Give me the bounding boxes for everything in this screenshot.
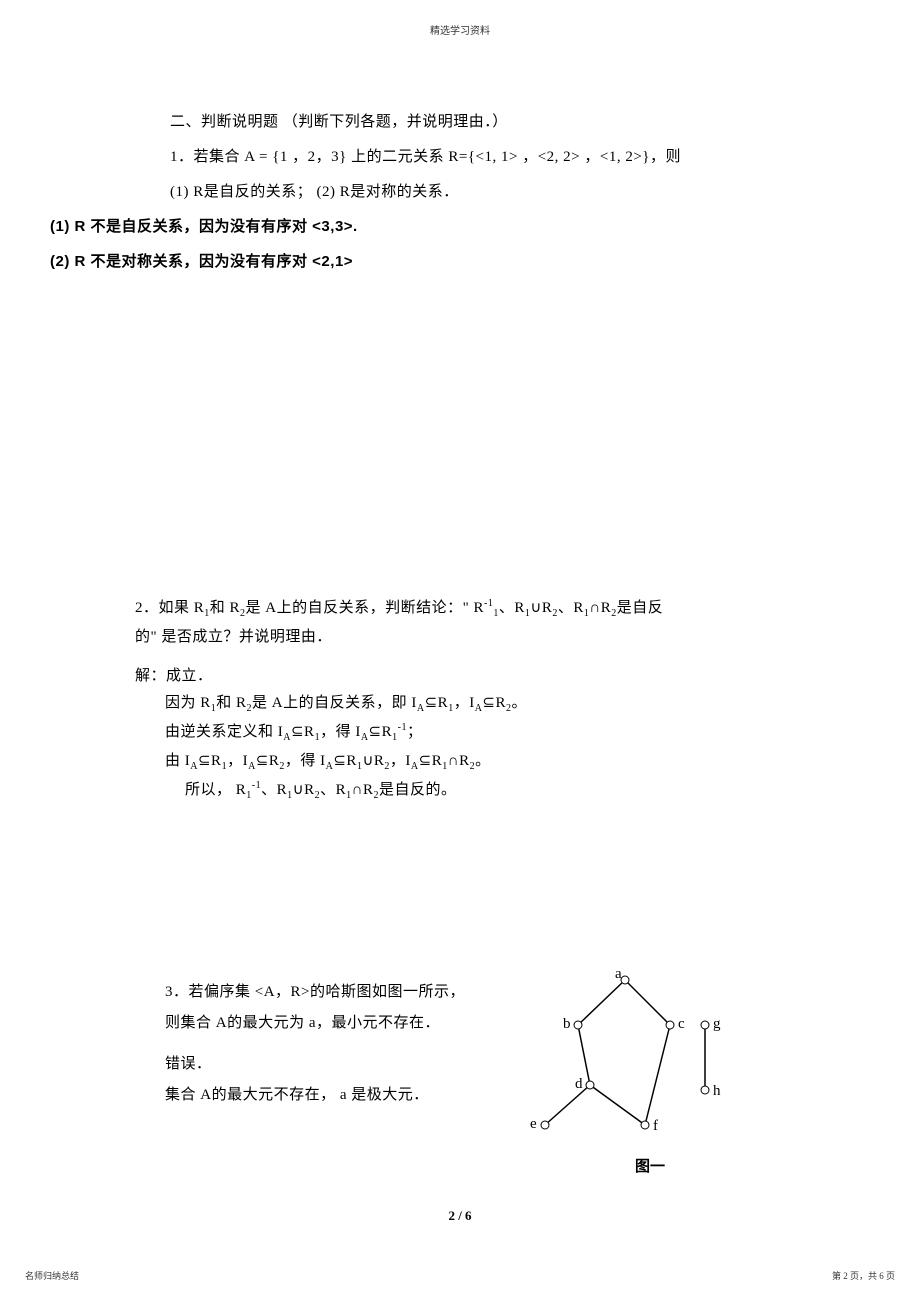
sup: -1 bbox=[252, 780, 261, 791]
q3-line1: 3．若偏序集 <A，R>的哈斯图如图一所示， bbox=[165, 980, 545, 1001]
sub: A bbox=[417, 703, 425, 714]
q2-t: ∪R bbox=[293, 782, 315, 798]
q2-sol-line1: 因为 R1和 R2是 A上的自反关系，即 IA⊆R1，IA⊆R2。 bbox=[165, 691, 870, 714]
q2-t: ，得 I bbox=[285, 753, 326, 769]
page-number: 2 / 6 bbox=[448, 1208, 471, 1224]
sub: A bbox=[190, 761, 198, 772]
q2-t: 、R bbox=[261, 782, 287, 798]
sub: 1 bbox=[246, 790, 252, 801]
q2-t: 和 R bbox=[210, 600, 240, 616]
q1-stem: 1．若集合 A = {1 ，2，3} 上的二元关系 R={<1, 1> ，<2,… bbox=[170, 145, 870, 166]
q2-sol-concl: 所以， R1-1、R1∪R2、R1∩R2是自反的。 bbox=[185, 778, 870, 801]
q2-t: 是 A上的自反关系，判断结论：" R bbox=[246, 600, 484, 616]
svg-text:e: e bbox=[530, 1116, 537, 1132]
sub: 1 bbox=[392, 732, 398, 743]
q2-t: 。 bbox=[475, 753, 491, 769]
q2-t: 是 A上的自反关系，即 I bbox=[252, 695, 417, 711]
q2-sol-line3: 由 IA⊆R1，IA⊆R2，得 IA⊆R1∪R2，IA⊆R1∩R2。 bbox=[165, 749, 870, 772]
footer-right: 第 2 页，共 6 页 bbox=[832, 1269, 895, 1282]
sub: A bbox=[248, 761, 256, 772]
svg-text:f: f bbox=[653, 1118, 658, 1134]
main-content: 二、判断说明题 （判断下列各题，并说明理由．） 1．若集合 A = {1 ，2，… bbox=[50, 110, 870, 807]
q2-t: ⊆R bbox=[333, 753, 357, 769]
q2-t: ⊆R bbox=[425, 695, 449, 711]
q2-t: 。 bbox=[512, 695, 528, 711]
sub: A bbox=[283, 732, 291, 743]
q2-t: 、R bbox=[499, 600, 525, 616]
q1-ans1-label: (1) R bbox=[50, 218, 91, 235]
q2-t: ⊆R bbox=[198, 753, 222, 769]
header-top-text: 精选学习资料 bbox=[430, 22, 490, 37]
hasse-diagram: a b c d e f g h bbox=[530, 970, 740, 1170]
q2-t: 所以， R bbox=[185, 782, 246, 798]
q2-t: 和 R bbox=[216, 695, 246, 711]
svg-text:c: c bbox=[678, 1016, 685, 1032]
q2-t: ∩R bbox=[352, 782, 374, 798]
q2-t: ，I bbox=[454, 695, 475, 711]
q2-t: ； bbox=[407, 724, 423, 740]
q2-t: ⊆R bbox=[369, 724, 393, 740]
svg-text:d: d bbox=[575, 1076, 583, 1092]
sub: A bbox=[361, 732, 369, 743]
q2-sol-line2: 由逆关系定义和 IA⊆R1，得 IA⊆R1-1； bbox=[165, 720, 870, 743]
q1-parts: (1) R是自反的关系； (2) R是对称的关系． bbox=[170, 180, 870, 201]
q2-t: 、R bbox=[320, 782, 346, 798]
q3-ans2: 集合 A的最大元不存在， a 是极大元． bbox=[165, 1083, 545, 1104]
q2-stem-line2: 的" 是否成立？并说明理由． bbox=[135, 625, 870, 646]
q3-line2: 则集合 A的最大元为 a，最小元不存在． bbox=[165, 1011, 545, 1032]
svg-text:b: b bbox=[563, 1016, 571, 1032]
q2-t: 是自反 bbox=[617, 600, 664, 616]
q2-t: 2．如果 R bbox=[135, 600, 204, 616]
q2-t: 由逆关系定义和 I bbox=[165, 724, 283, 740]
q2-t: ⊆R bbox=[419, 753, 443, 769]
diagram-label: 图一 bbox=[635, 1155, 665, 1176]
q2-block: 2．如果 R1和 R2是 A上的自反关系，判断结论：" R-11、R1∪R2、R… bbox=[50, 596, 870, 801]
sup: -1 bbox=[398, 722, 407, 733]
footer-left: 名师归纳总结 bbox=[25, 1269, 79, 1282]
svg-text:g: g bbox=[713, 1016, 721, 1032]
sub: A bbox=[411, 761, 419, 772]
q2-t: ∪R bbox=[530, 600, 552, 616]
q2-t: ，I bbox=[390, 753, 411, 769]
q2-t: ⊆R bbox=[482, 695, 506, 711]
q1-ans2-label: (2) R bbox=[50, 253, 91, 270]
q2-t: 是自反的。 bbox=[379, 782, 457, 798]
q2-t: ∪R bbox=[362, 753, 384, 769]
q2-t: ∩R bbox=[448, 753, 470, 769]
q2-t: 、R bbox=[558, 600, 584, 616]
q2-t: 因为 R bbox=[165, 695, 211, 711]
q2-t: ⊆R bbox=[291, 724, 315, 740]
q2-t: ⊆R bbox=[256, 753, 280, 769]
q2-t: ，得 I bbox=[320, 724, 361, 740]
section-title: 二、判断说明题 （判断下列各题，并说明理由．） bbox=[170, 110, 870, 131]
svg-text:a: a bbox=[615, 970, 622, 982]
q2-sol-label: 解：成立． bbox=[135, 664, 870, 685]
q1-ans2-text: 不是对称关系，因为没有有序对 <2,1> bbox=[91, 253, 354, 270]
q1-answer-1: (1) R 不是自反关系，因为没有有序对 <3,3>. bbox=[50, 215, 870, 236]
svg-text:h: h bbox=[713, 1083, 721, 1099]
q2-stem-line1: 2．如果 R1和 R2是 A上的自反关系，判断结论：" R-11、R1∪R2、R… bbox=[135, 596, 870, 619]
q3-block: 3．若偏序集 <A，R>的哈斯图如图一所示， 则集合 A的最大元为 a，最小元不… bbox=[165, 980, 545, 1114]
q2-t: ∩R bbox=[589, 600, 611, 616]
q2-t: ，I bbox=[227, 753, 248, 769]
sup: -1 bbox=[484, 598, 493, 609]
q2-t: 由 I bbox=[165, 753, 190, 769]
q3-ans1: 错误． bbox=[165, 1052, 545, 1073]
q1-ans1-text: 不是自反关系，因为没有有序对 <3,3>. bbox=[91, 218, 358, 235]
q1-answer-2: (2) R 不是对称关系，因为没有有序对 <2,1> bbox=[50, 250, 870, 271]
